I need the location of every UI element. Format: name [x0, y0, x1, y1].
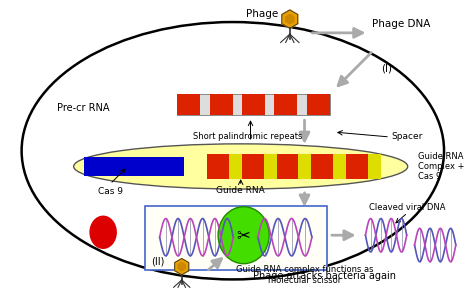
Polygon shape — [282, 10, 298, 28]
Bar — [298, 154, 311, 179]
Ellipse shape — [218, 207, 269, 264]
Ellipse shape — [73, 144, 408, 189]
Text: (I): (I) — [381, 63, 392, 73]
Bar — [177, 94, 329, 115]
Text: Guide RNA
Complex +
Cas 9: Guide RNA Complex + Cas 9 — [419, 152, 465, 181]
Polygon shape — [178, 263, 185, 271]
Bar — [242, 154, 264, 179]
Bar — [311, 154, 333, 179]
Text: (II): (II) — [151, 257, 164, 267]
Text: Short palindromic repeats: Short palindromic repeats — [193, 133, 302, 142]
Text: Guide RNA: Guide RNA — [216, 186, 265, 195]
Bar — [210, 94, 233, 115]
Text: ✂: ✂ — [237, 226, 251, 244]
Bar — [207, 154, 229, 179]
Ellipse shape — [90, 215, 117, 249]
Bar — [277, 154, 298, 179]
Bar — [307, 94, 329, 115]
Bar — [264, 154, 277, 179]
Polygon shape — [286, 14, 294, 24]
Text: Cas 9: Cas 9 — [98, 187, 122, 196]
Bar — [229, 154, 242, 179]
Bar — [242, 94, 265, 115]
Text: Phage DNA: Phage DNA — [372, 19, 430, 29]
Bar — [274, 94, 297, 115]
Text: Phage: Phage — [246, 9, 278, 19]
Text: Pre-cr RNA: Pre-cr RNA — [57, 102, 110, 112]
Bar — [177, 94, 201, 115]
Text: Phage attacks bacteria again: Phage attacks bacteria again — [253, 271, 396, 281]
Bar — [368, 154, 381, 179]
Text: Cleaved viral DNA: Cleaved viral DNA — [369, 203, 446, 212]
Bar — [346, 154, 368, 179]
Bar — [333, 154, 346, 179]
Bar — [146, 206, 327, 270]
Text: Guide RNA complex functions as
molecular scissor: Guide RNA complex functions as molecular… — [236, 265, 374, 286]
Ellipse shape — [22, 22, 444, 279]
Bar — [84, 157, 184, 176]
Polygon shape — [175, 258, 189, 275]
Text: Spacer: Spacer — [391, 133, 422, 142]
